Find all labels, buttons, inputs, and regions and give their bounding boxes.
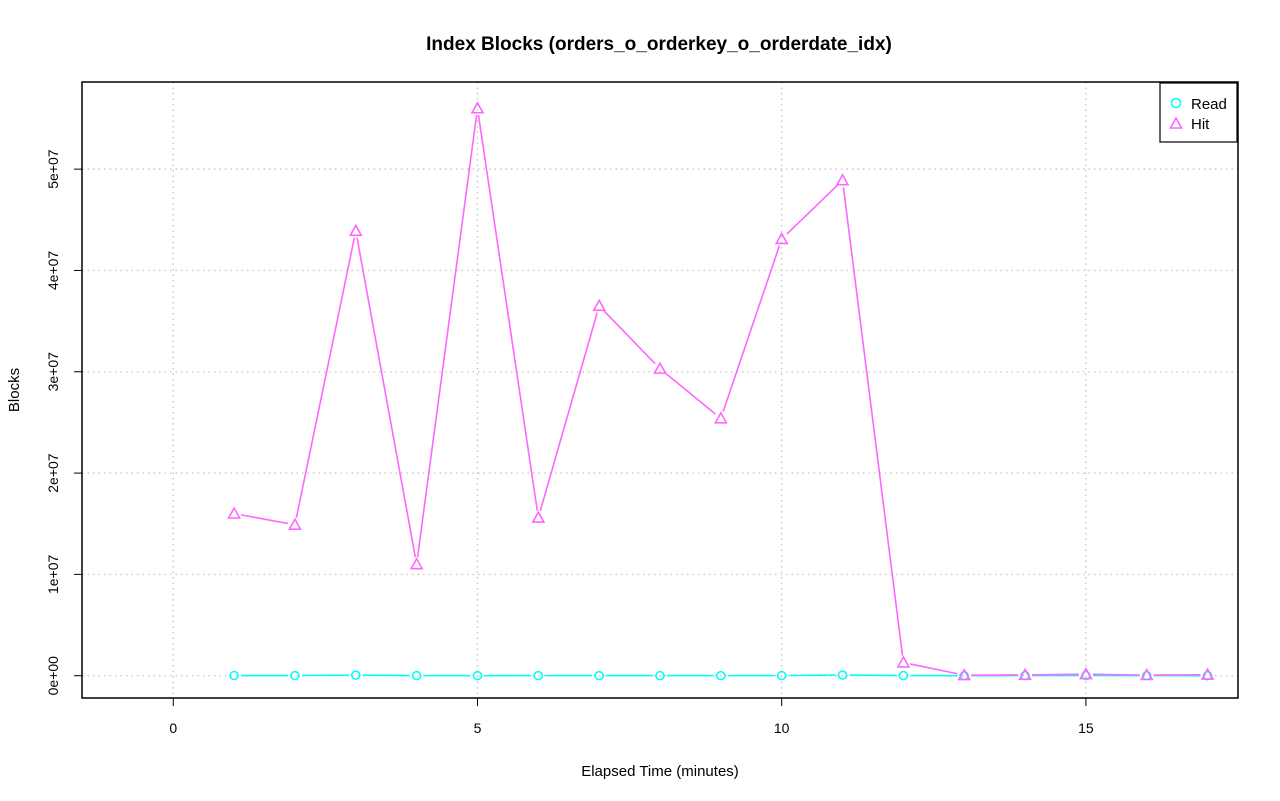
- series-hit-point: [1139, 667, 1154, 681]
- series-hit-point: [592, 298, 607, 312]
- legend-read-label: Read: [1191, 96, 1227, 113]
- series-hit-point: [531, 510, 546, 523]
- series-hit-point: [288, 517, 302, 530]
- legend-hit-marker: [1169, 116, 1183, 129]
- chart-title: Index Blocks (orders_o_orderkey_o_orderd…: [426, 34, 892, 55]
- series-hit-point: [1018, 667, 1032, 681]
- series-read-point: [655, 670, 665, 681]
- series-hit-point: [774, 231, 789, 245]
- legend: Read Hit: [1159, 82, 1238, 143]
- series-hit-point: [470, 101, 485, 114]
- series-hit-segment: [1092, 673, 1140, 676]
- series-hit-segment: [1032, 673, 1079, 676]
- y-tick-label: 1e+07: [45, 555, 61, 595]
- legend-hit-label: Hit: [1191, 116, 1210, 133]
- series-read-point: [716, 670, 726, 681]
- y-tick-label: 5e+07: [45, 149, 61, 189]
- series-hit-point: [896, 655, 911, 668]
- plot-frame: [81, 81, 1239, 699]
- series-read-point: [472, 670, 483, 681]
- series-read-point: [898, 670, 909, 681]
- series-hit-point: [409, 557, 424, 570]
- x-tick-label: 0: [169, 720, 177, 736]
- series-hit-segment: [786, 184, 839, 235]
- series-hit: [227, 101, 1215, 681]
- series-layer: [227, 101, 1215, 681]
- series-read-point: [837, 670, 848, 680]
- series-read-point: [776, 670, 787, 681]
- series-hit-segment: [664, 372, 716, 415]
- series-hit-point: [713, 411, 728, 424]
- series-hit-point: [1079, 667, 1093, 680]
- series-hit-point: [957, 668, 972, 681]
- series-hit-segment: [416, 115, 478, 558]
- series-hit-point: [1200, 667, 1215, 680]
- x-axis-label: Elapsed Time (minutes): [581, 763, 739, 780]
- x-tick-label: 10: [774, 720, 790, 736]
- series-hit-point: [348, 223, 363, 237]
- x-tick-label: 15: [1078, 720, 1094, 736]
- series-read-point: [229, 670, 239, 681]
- y-tick-label: 4e+07: [45, 251, 61, 291]
- series-hit-point: [227, 506, 241, 519]
- series-hit-point: [653, 361, 667, 374]
- y-axis-label: Blocks: [6, 368, 23, 412]
- series-hit-segment: [356, 237, 417, 558]
- grid: [82, 82, 1238, 698]
- series-hit-segment: [477, 115, 539, 511]
- series-hit-segment: [603, 310, 656, 365]
- series-read-point: [594, 670, 604, 681]
- x-tick-label: 5: [474, 720, 482, 736]
- series-hit-segment: [722, 245, 781, 412]
- legend-box: [1159, 82, 1238, 143]
- series-read-point: [290, 670, 300, 681]
- y-tick-label: 3e+07: [45, 352, 61, 392]
- series-hit-segment: [910, 663, 958, 675]
- y-axis-ticks: 0e+00 1e+07 2e+07 3e+07 4e+07 5e+07: [45, 149, 82, 695]
- x-axis-ticks: 0 5 10 15: [169, 698, 1094, 736]
- series-read-point: [411, 670, 422, 681]
- series-read-point: [533, 670, 544, 681]
- series-hit-segment: [842, 187, 904, 656]
- y-tick-label: 0e+00: [45, 656, 61, 696]
- series-hit-segment: [539, 312, 598, 512]
- series-hit-point: [835, 173, 850, 186]
- legend-read-marker: [1170, 97, 1182, 109]
- y-tick-label: 2e+07: [45, 453, 61, 493]
- series-hit-segment: [240, 514, 289, 525]
- series-read-point: [350, 670, 361, 680]
- series-hit-segment: [295, 237, 356, 519]
